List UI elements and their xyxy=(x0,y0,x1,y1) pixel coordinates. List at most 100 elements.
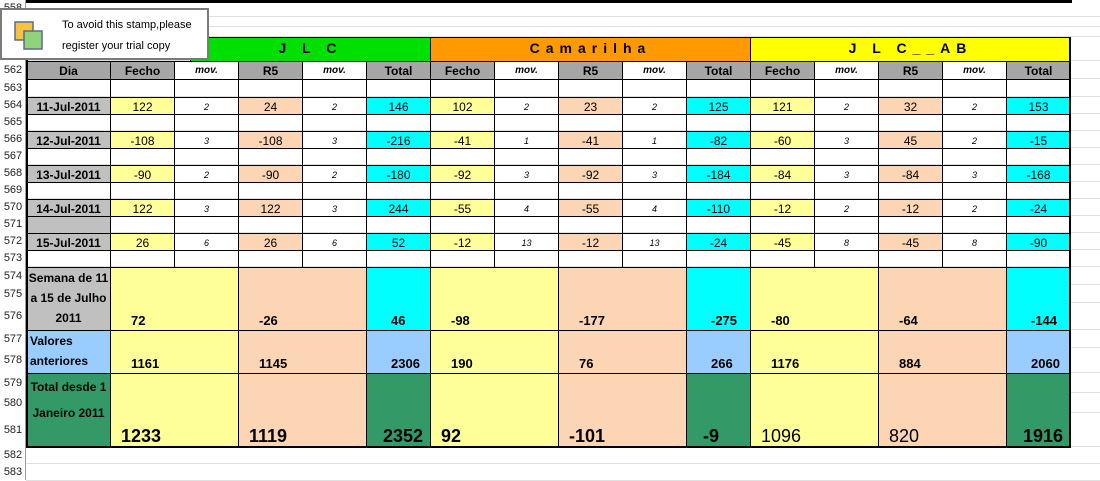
blank-cell[interactable] xyxy=(750,148,815,166)
row-number[interactable]: 579 xyxy=(3,376,23,389)
semana-jlc-fecho[interactable]: 72 xyxy=(110,267,239,331)
blank-cell[interactable] xyxy=(558,182,623,200)
camarilha-mov-cell[interactable]: 1 xyxy=(494,131,559,149)
blank-cell[interactable] xyxy=(366,114,431,132)
blank-cell[interactable] xyxy=(942,79,1007,98)
totais-camarilha-r5[interactable]: -101 xyxy=(558,373,687,448)
blank-cell[interactable] xyxy=(814,148,879,166)
blank-cell[interactable] xyxy=(1006,148,1071,166)
jlc-r5-cell[interactable]: 24 xyxy=(238,97,303,115)
blank-cell[interactable] xyxy=(942,216,1007,234)
block-header-jlc[interactable]: J L C xyxy=(190,37,431,62)
jlc-fecho-cell[interactable]: 122 xyxy=(110,97,175,115)
semana-camarilha-r5[interactable]: -177 xyxy=(558,267,687,331)
jlc-ab-mov-cell[interactable]: 2 xyxy=(942,199,1007,217)
blank-cell[interactable] xyxy=(110,79,175,98)
blank-cell[interactable] xyxy=(26,182,111,200)
blank-cell[interactable] xyxy=(238,250,303,268)
blank-cell[interactable] xyxy=(622,216,687,234)
blank-cell[interactable] xyxy=(174,182,239,200)
blank-cell[interactable] xyxy=(878,182,943,200)
jlc-ab-fecho-cell[interactable]: -84 xyxy=(750,165,815,183)
blank-cell[interactable] xyxy=(26,148,111,166)
jlc-ab-mov-cell[interactable]: 3 xyxy=(942,165,1007,183)
header-dia[interactable]: Dia xyxy=(26,61,111,80)
blank-cell[interactable] xyxy=(494,250,559,268)
blank-cell[interactable] xyxy=(942,114,1007,132)
blank-cell[interactable] xyxy=(686,148,751,166)
blank-cell[interactable] xyxy=(878,216,943,234)
valores-jlc-ab-total[interactable]: 2060 xyxy=(1006,330,1071,374)
trial-stamp[interactable]: To avoid this stamp,please register your… xyxy=(0,8,209,60)
header-mov[interactable]: mov. xyxy=(174,61,239,80)
blank-cell[interactable] xyxy=(26,216,111,234)
jlc-ab-total-cell[interactable]: -90 xyxy=(1006,233,1071,251)
blank-cell[interactable] xyxy=(878,79,943,98)
blank-cell[interactable] xyxy=(238,148,303,166)
jlc-ab-fecho-cell[interactable]: -60 xyxy=(750,131,815,149)
camarilha-total-cell[interactable]: -110 xyxy=(686,199,751,217)
blank-cell[interactable] xyxy=(942,182,1007,200)
camarilha-mov-cell[interactable]: 2 xyxy=(494,97,559,115)
totais-jlc-ab-fecho[interactable]: 1096 xyxy=(750,373,879,448)
jlc-ab-mov-cell[interactable]: 2 xyxy=(942,97,1007,115)
blank-cell[interactable] xyxy=(1006,216,1071,234)
row-number[interactable]: 578 xyxy=(3,354,23,366)
blank-cell[interactable] xyxy=(750,182,815,200)
row-number[interactable]: 583 xyxy=(3,466,23,478)
valores-camarilha-total[interactable]: 266 xyxy=(686,330,751,374)
totais-jlc-total[interactable]: 2352 xyxy=(366,373,431,448)
block-header-jlc-ab[interactable]: J L C__AB xyxy=(750,37,1071,62)
blank-cell[interactable] xyxy=(878,114,943,132)
header-mov[interactable]: mov. xyxy=(942,61,1007,80)
jlc-mov-cell[interactable]: 3 xyxy=(302,199,367,217)
blank-cell[interactable] xyxy=(622,182,687,200)
jlc-mov-cell[interactable]: 2 xyxy=(302,165,367,183)
jlc-ab-r5-cell[interactable]: -45 xyxy=(878,233,943,251)
semana-jlc-ab-r5[interactable]: -64 xyxy=(878,267,1007,331)
header-mov[interactable]: mov. xyxy=(814,61,879,80)
camarilha-mov-cell[interactable]: 13 xyxy=(622,233,687,251)
jlc-total-cell[interactable]: 146 xyxy=(366,97,431,115)
jlc-fecho-cell[interactable]: -108 xyxy=(110,131,175,149)
camarilha-mov-cell[interactable]: 3 xyxy=(622,165,687,183)
semana-camarilha-fecho[interactable]: -98 xyxy=(430,267,559,331)
blank-cell[interactable] xyxy=(558,114,623,132)
jlc-mov-cell[interactable]: 3 xyxy=(174,199,239,217)
jlc-ab-fecho-cell[interactable]: 121 xyxy=(750,97,815,115)
semana-jlc-ab-total[interactable]: -144 xyxy=(1006,267,1071,331)
jlc-total-cell[interactable]: 52 xyxy=(366,233,431,251)
blank-cell[interactable] xyxy=(686,79,751,98)
row-number[interactable]: 575 xyxy=(3,287,23,300)
jlc-r5-cell[interactable]: 26 xyxy=(238,233,303,251)
blank-cell[interactable] xyxy=(302,79,367,98)
date-cell[interactable]: 12-Jul-2011 xyxy=(26,131,111,149)
blank-cell[interactable] xyxy=(366,79,431,98)
row-number[interactable]: 565 xyxy=(3,116,23,128)
jlc-ab-r5-cell[interactable]: -84 xyxy=(878,165,943,183)
semana-label[interactable]: Semana de 11 a 15 de Julho 2011 xyxy=(26,267,111,331)
blank-cell[interactable] xyxy=(814,216,879,234)
semana-jlc-r5[interactable]: -26 xyxy=(238,267,367,331)
row-number[interactable]: 571 xyxy=(3,218,23,230)
blank-cell[interactable] xyxy=(430,79,495,98)
blank-cell[interactable] xyxy=(686,182,751,200)
row-number[interactable]: 567 xyxy=(3,150,23,162)
blank-cell[interactable] xyxy=(814,79,879,98)
jlc-mov-cell[interactable]: 3 xyxy=(174,131,239,149)
blank-cell[interactable] xyxy=(110,250,175,268)
blank-cell[interactable] xyxy=(238,216,303,234)
blank-cell[interactable] xyxy=(1006,79,1071,98)
header-r5[interactable]: R5 xyxy=(878,61,943,80)
row-number[interactable]: 563 xyxy=(3,81,23,94)
blank-cell[interactable] xyxy=(430,114,495,132)
header-mov[interactable]: mov. xyxy=(302,61,367,80)
blank-cell[interactable] xyxy=(174,250,239,268)
row-number[interactable]: 570 xyxy=(3,201,23,213)
camarilha-fecho-cell[interactable]: 102 xyxy=(430,97,495,115)
blank-cell[interactable] xyxy=(302,250,367,268)
semana-jlc-total[interactable]: 46 xyxy=(366,267,431,331)
row-number[interactable]: 568 xyxy=(3,167,23,179)
jlc-fecho-cell[interactable]: 122 xyxy=(110,199,175,217)
valores-camarilha-r5[interactable]: 76 xyxy=(558,330,687,374)
